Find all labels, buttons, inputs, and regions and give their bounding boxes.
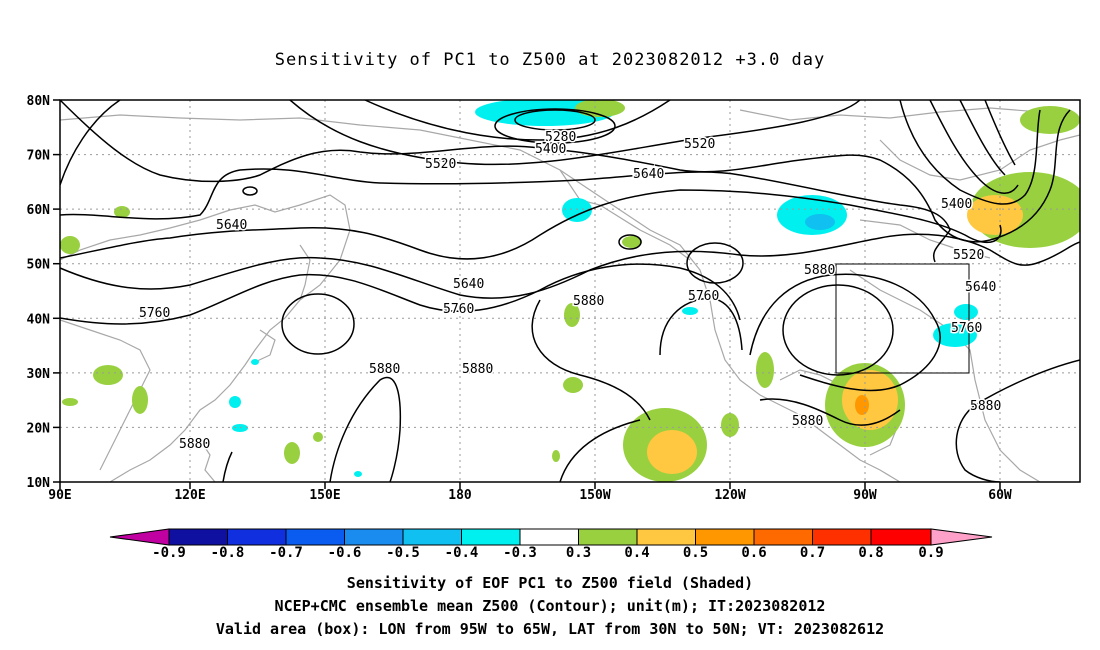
- colorbar-segment: [285, 528, 345, 546]
- colorbar-label: -0.4: [445, 545, 479, 561]
- colorbar-max-arrow: [930, 528, 993, 546]
- graticule: [60, 100, 1080, 482]
- colorbar-label: -0.6: [328, 545, 362, 561]
- contour-label: 5640: [216, 218, 247, 233]
- colorbar-segment: [812, 528, 872, 546]
- colorbar: [109, 528, 993, 546]
- colorbar-label: 0.5: [683, 545, 708, 561]
- lon-label: 150E: [309, 488, 340, 503]
- contour-label: 5400: [535, 142, 566, 157]
- lat-label: 80N: [27, 94, 51, 109]
- colorbar-label: 0.3: [566, 545, 591, 561]
- lon-label: 150W: [579, 488, 610, 503]
- latitude-labels: 80N 70N 60N 50N 40N 30N 20N 10N: [27, 94, 51, 491]
- coastlines: [60, 107, 1080, 482]
- contour-label: 5640: [965, 280, 996, 295]
- lat-label: 50N: [27, 258, 51, 273]
- caption-shading: Sensitivity of EOF PC1 to Z500 field (Sh…: [346, 574, 754, 592]
- lon-label: 120E: [174, 488, 205, 503]
- colorbar-segment: [870, 528, 932, 546]
- contour-label: 5760: [443, 302, 474, 317]
- z500-contours: [60, 100, 1080, 482]
- lat-label: 40N: [27, 312, 51, 327]
- contour-label: 5520: [953, 248, 984, 263]
- colorbar-segment: [695, 528, 755, 546]
- contour-label: 5640: [633, 167, 664, 182]
- lat-label: 70N: [27, 149, 51, 164]
- colorbar-labels: -0.9 -0.8 -0.7 -0.6 -0.5 -0.4 -0.3 0.3 0…: [152, 545, 944, 561]
- contour-label: 5880: [792, 414, 823, 429]
- contour-label: 5880: [573, 294, 604, 309]
- lon-label: 90W: [853, 488, 877, 503]
- plot-frame: [59, 99, 1081, 483]
- colorbar-label: -0.3: [503, 545, 537, 561]
- colorbar-segment: [636, 528, 696, 546]
- contour-label: 5760: [139, 306, 170, 321]
- lon-label: 120W: [714, 488, 745, 503]
- colorbar-label: 0.8: [858, 545, 883, 561]
- contour-label: 5880: [179, 437, 210, 452]
- colorbar-segment: [168, 528, 228, 546]
- caption-contour: NCEP+CMC ensemble mean Z500 (Contour); u…: [274, 597, 826, 615]
- contour-label: 5880: [462, 362, 493, 377]
- colorbar-min-arrow: [109, 528, 170, 546]
- tick-marks: [53, 99, 1001, 489]
- lat-label: 20N: [27, 421, 51, 436]
- colorbar-segment: [519, 528, 579, 546]
- colorbar-label: 0.6: [741, 545, 766, 561]
- colorbar-label: -0.8: [211, 545, 245, 561]
- colorbar-label: -0.7: [269, 545, 303, 561]
- colorbar-segment: [753, 528, 813, 546]
- contour-label: 5520: [684, 137, 715, 152]
- contour-label: 5760: [688, 289, 719, 304]
- colorbar-label: 0.7: [800, 545, 825, 561]
- map-title: Sensitivity of PC1 to Z500 at 2023082012…: [274, 50, 826, 70]
- contour-label: 5880: [970, 399, 1001, 414]
- contour-label: 5520: [425, 157, 456, 172]
- contour-labels: 5280 5400 5520 5520 5640 5640 5640 5400 …: [138, 129, 1003, 454]
- colorbar-label: -0.5: [386, 545, 420, 561]
- colorbar-segment: [344, 528, 404, 546]
- contour-label: 5280: [545, 130, 576, 145]
- colorbar-segment: [227, 528, 287, 546]
- valid-area-box: [835, 263, 970, 374]
- lon-label: 90E: [48, 488, 71, 503]
- lon-label: 60W: [988, 488, 1012, 503]
- colorbar-segment: [402, 528, 462, 546]
- longitude-labels: 90E 120E 150E 180 150W 120W 90W 60W: [48, 488, 1012, 503]
- contour-label: 5880: [804, 263, 835, 278]
- colorbar-label: -0.9: [152, 545, 186, 561]
- contour-label: 5760: [951, 321, 982, 336]
- caption-valid-area: Valid area (box): LON from 95W to 65W, L…: [215, 620, 885, 638]
- lat-label: 60N: [27, 203, 51, 218]
- contour-label: 5400: [941, 197, 972, 212]
- contour-label: 5880: [369, 362, 400, 377]
- contour-label: 5640: [453, 277, 484, 292]
- lat-label: 30N: [27, 367, 51, 382]
- colorbar-label: 0.4: [624, 545, 649, 561]
- colorbar-label: 0.9: [918, 545, 943, 561]
- lat-label: 10N: [27, 476, 51, 491]
- colorbar-segment: [461, 528, 521, 546]
- colorbar-segment: [578, 528, 638, 546]
- lon-label: 180: [448, 488, 472, 503]
- sensitivity-shading: [60, 100, 1080, 482]
